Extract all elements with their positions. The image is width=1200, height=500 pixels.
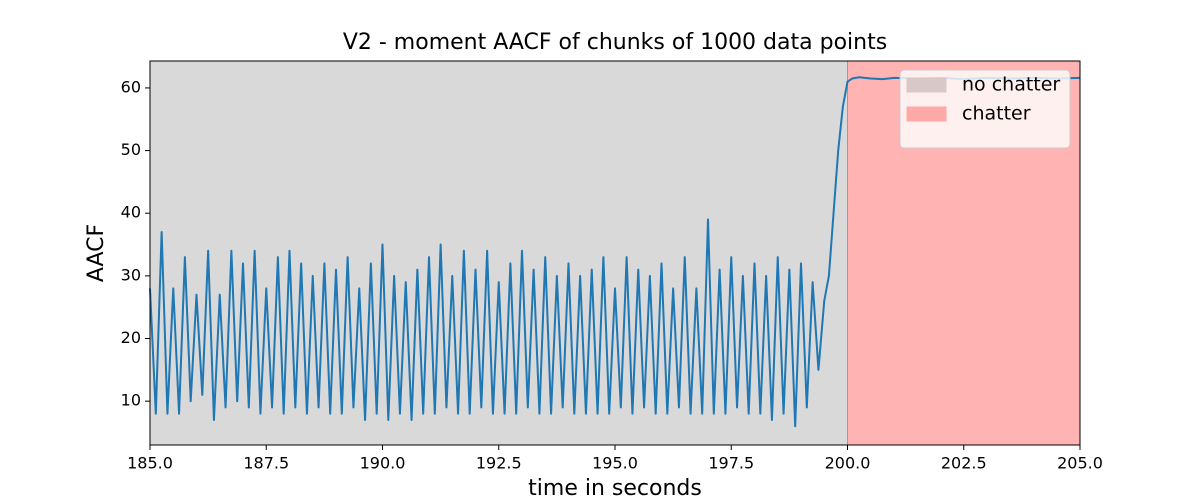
y-tick-label: 20 <box>121 328 141 347</box>
legend-swatch <box>906 77 947 93</box>
x-tick-label: 195.0 <box>592 454 638 473</box>
y-axis-label: AACF <box>84 224 109 282</box>
legend-label: chatter <box>962 103 1031 125</box>
data-line <box>149 76 1081 428</box>
y-tick-label: 30 <box>121 265 141 284</box>
x-tick-label: 205.0 <box>1057 454 1103 473</box>
y-tick-label: 40 <box>121 203 141 222</box>
x-tick-label: 202.5 <box>941 454 987 473</box>
y-tick-label: 10 <box>121 391 141 410</box>
plot-frame <box>149 60 1081 446</box>
x-tick-label: 197.5 <box>708 454 754 473</box>
x-tick-label: 192.5 <box>476 454 522 473</box>
legend-swatch <box>906 106 947 122</box>
y-tick-label: 60 <box>121 77 141 96</box>
x-tick-label: 200.0 <box>825 454 871 473</box>
x-tick-label: 187.5 <box>243 454 289 473</box>
y-tick-label: 50 <box>121 140 141 159</box>
x-tick-label: 190.0 <box>360 454 406 473</box>
legend-label: no chatter <box>962 74 1060 96</box>
chart-title: V2 - moment AACF of chunks of 1000 data … <box>343 30 887 55</box>
x-axis-label: time in seconds <box>528 476 702 500</box>
x-tick-label: 185.0 <box>127 454 173 473</box>
region <box>150 61 848 445</box>
